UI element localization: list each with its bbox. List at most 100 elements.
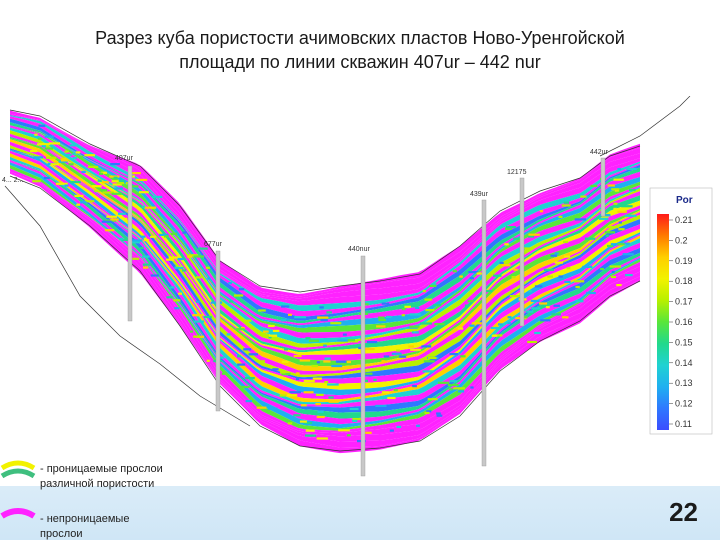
legend-permeable-line2: различной пористости <box>40 478 155 490</box>
porosity-cell <box>563 255 571 258</box>
porosity-cell <box>457 327 464 330</box>
colorbar-tick-label: 0.12 <box>675 399 693 409</box>
porosity-cell <box>48 142 60 145</box>
porosity-cell <box>611 188 620 191</box>
slide-title: Разрез куба пористости ачимовских пласто… <box>40 26 680 74</box>
porosity-cell <box>408 345 414 348</box>
porosity-cell <box>72 157 78 160</box>
porosity-cell <box>324 357 331 360</box>
legend-impermeable-text: - непроницаемые прослои <box>40 512 210 542</box>
porosity-cell <box>68 163 74 166</box>
porosity-cell <box>142 255 150 258</box>
porosity-cell <box>386 315 392 318</box>
porosity-cell <box>281 373 291 376</box>
porosity-cell <box>436 412 441 415</box>
porosity-cell <box>509 295 521 298</box>
porosity-cell <box>305 434 317 437</box>
porosity-cell <box>91 185 102 188</box>
porosity-cell <box>617 210 627 213</box>
porosity-cell <box>493 334 503 337</box>
porosity-cell <box>256 360 265 363</box>
porosity-cell <box>617 168 622 171</box>
porosity-cell <box>457 390 465 393</box>
porosity-cell <box>328 396 334 399</box>
porosity-cell <box>110 218 119 221</box>
porosity-cell <box>46 156 57 159</box>
porosity-cell <box>236 328 245 331</box>
porosity-cell <box>459 275 463 278</box>
porosity-cell <box>437 381 450 384</box>
porosity-cell <box>524 316 528 319</box>
porosity-cell <box>427 356 437 360</box>
porosity-cell <box>409 325 420 328</box>
porosity-cell <box>452 345 457 348</box>
porosity-cell <box>513 237 520 240</box>
porosity-cell <box>177 257 184 261</box>
contour-lines <box>4 96 691 452</box>
porosity-cell <box>381 360 386 363</box>
well-label: 442ur <box>590 149 609 156</box>
porosity-cell <box>159 233 169 236</box>
porosity-cell <box>590 184 598 187</box>
porosity-cell <box>347 339 355 342</box>
porosity-cell <box>170 232 178 235</box>
porosity-cell <box>299 420 307 423</box>
porosity-cell <box>34 133 38 136</box>
porosity-cell <box>528 290 532 293</box>
porosity-cell <box>293 354 302 358</box>
porosity-cell <box>229 300 234 303</box>
porosity-cell <box>173 299 181 302</box>
porosity-cell <box>58 160 68 163</box>
porosity-cell <box>205 266 210 269</box>
porosity-cell <box>449 353 458 356</box>
porosity-cell <box>328 400 339 403</box>
porosity-cell <box>64 184 69 187</box>
porosity-cell <box>387 396 396 400</box>
porosity-cell <box>604 231 615 234</box>
porosity-cell <box>60 157 67 161</box>
base-horizon-line <box>9 175 641 452</box>
porosity-cell <box>412 385 417 388</box>
porosity-cell <box>79 155 84 158</box>
porosity-cell <box>452 270 457 273</box>
porosity-cell <box>493 274 502 277</box>
porosity-cell <box>383 355 390 358</box>
porosity-cell <box>573 292 578 295</box>
porosity-cell <box>513 268 518 271</box>
porosity-cell <box>300 404 307 407</box>
colorbar-ticks: 0.21 0.2 0.19 0.18 0.17 0.16 0.15 0.14 0.13 0.12 0… <box>669 215 693 429</box>
porosity-cell <box>621 205 633 208</box>
porosity-cell <box>421 345 432 348</box>
porosity-colorbar: Por 0.210.20.190.180.170.160.150.140.130… <box>649 187 713 435</box>
porosity-cell <box>319 306 324 309</box>
porosity-cell <box>288 313 292 316</box>
porosity-cell <box>433 304 442 307</box>
porosity-cell <box>84 154 95 157</box>
porosity-cell <box>281 305 290 308</box>
porosity-cell <box>143 239 149 242</box>
porosity-cell <box>197 247 208 250</box>
porosity-cell <box>94 189 102 192</box>
porosity-cell <box>144 206 157 209</box>
porosity-cell <box>170 286 175 289</box>
porosity-cell <box>607 225 619 229</box>
porosity-cell <box>193 320 205 323</box>
porosity-cell <box>280 319 286 322</box>
corner-well-label: 4... 2... <box>2 177 23 184</box>
porosity-cell <box>303 391 314 394</box>
porosity-cell <box>550 254 557 257</box>
porosity-cell <box>287 422 293 425</box>
colorbar-title: Por <box>676 195 693 206</box>
porosity-cell <box>50 163 59 166</box>
colorbar-tick-label: 0.21 <box>675 215 693 225</box>
porosity-cell <box>43 176 50 180</box>
upper-right-horizon-line <box>599 96 691 157</box>
porosity-cell <box>342 333 347 336</box>
porosity-cell <box>326 311 332 314</box>
colorbar-tick-label: 0.14 <box>675 358 693 368</box>
porosity-cell <box>610 275 616 279</box>
porosity-cell <box>299 359 311 362</box>
porosity-cell <box>564 280 571 284</box>
porosity-cell <box>490 326 499 330</box>
outer-horizon-line <box>4 185 251 427</box>
